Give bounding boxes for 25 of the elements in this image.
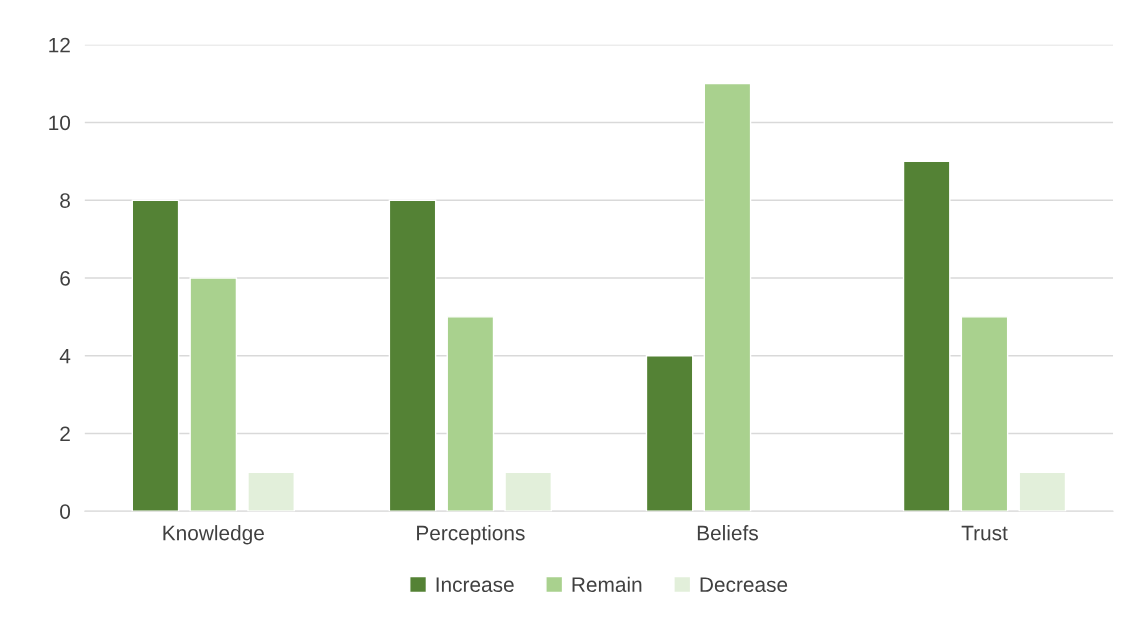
bar — [1018, 471, 1067, 512]
y-tick-label: 10 — [49, 115, 71, 131]
bar — [703, 82, 752, 512]
y-tick-label: 4 — [59, 348, 71, 364]
bar — [131, 199, 180, 512]
y-tick-label: 6 — [60, 270, 70, 286]
y-tick-label: 12 — [49, 37, 70, 53]
bar — [902, 160, 951, 512]
x-tick-label: Beliefs — [697, 525, 758, 541]
bar — [504, 471, 553, 512]
bar — [189, 277, 238, 512]
y-tick-label: 8 — [60, 193, 70, 208]
bar — [645, 355, 694, 512]
bar — [446, 316, 495, 512]
y-tick-label: 2 — [60, 426, 70, 441]
bar — [247, 471, 295, 512]
bar — [388, 199, 437, 512]
x-tick-label: Knowledge — [163, 525, 264, 545]
x-tick-label: Trust — [961, 525, 1008, 541]
legend-label: Decrease — [700, 577, 788, 593]
legend-label: Remain — [572, 576, 642, 593]
bar — [960, 316, 1009, 512]
y-tick-label: 0 — [60, 504, 71, 519]
x-tick-label: Perceptions — [417, 525, 525, 545]
legend-label: Increase — [436, 577, 514, 593]
